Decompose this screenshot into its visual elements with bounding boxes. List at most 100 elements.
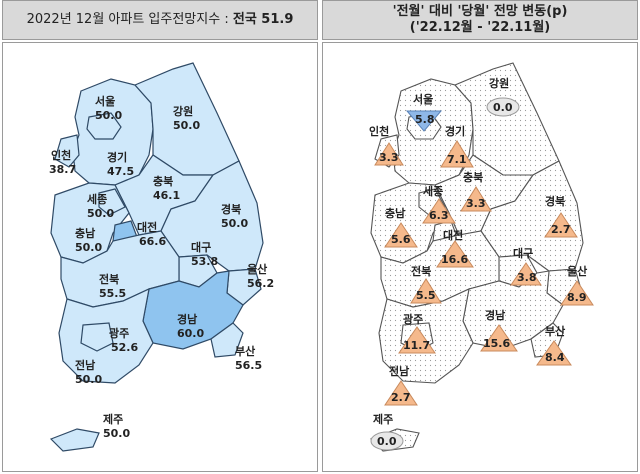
region-incheon — [54, 134, 80, 168]
label-busan: 부산 — [235, 344, 255, 358]
label-gwangju: 광주 — [109, 327, 129, 340]
value-jeju: 50.0 — [103, 427, 130, 440]
marker-seoul — [405, 110, 443, 132]
r-value-busan: 8.4 — [545, 351, 565, 364]
marker-gangwon — [486, 97, 520, 117]
r-label-gyeongnam: 경남 — [485, 308, 505, 322]
r-label-gyeonggi: 경기 — [445, 124, 465, 138]
value-gyeongnam: 60.0 — [177, 327, 204, 340]
r-label-daejeon: 대전 — [443, 228, 463, 242]
r-value-daejeon: 16.6 — [441, 253, 468, 266]
label-chungnam: 충남 — [75, 226, 95, 240]
value-daegu: 53.8 — [191, 255, 218, 268]
r-label-seoul: 서울 — [413, 92, 433, 106]
header-left: 2022년 12월 아파트 입주전망지수 : 전국 51.9 — [2, 0, 318, 40]
label-ulsan: 울산 — [247, 262, 267, 276]
value-gangwon: 50.0 — [173, 119, 200, 132]
r-value-gyeongnam: 15.6 — [483, 337, 510, 350]
marker-ulsan — [560, 280, 594, 306]
value-ulsan: 56.2 — [247, 277, 274, 290]
r-value-chungnam: 5.6 — [391, 233, 411, 246]
region-gyeongbuk — [160, 160, 264, 272]
value-seoul: 50.0 — [95, 109, 122, 122]
value-chungnam: 50.0 — [75, 241, 102, 254]
marker-chungnam — [384, 222, 418, 248]
label-chungbuk: 충북 — [153, 174, 173, 188]
r-label-chungbuk: 충북 — [463, 170, 483, 184]
region-seoul — [86, 112, 122, 140]
header-right-line1: '전월' 대비 '당월' 전망 변동(p) — [392, 4, 568, 19]
r-label-gangwon: 강원 — [489, 76, 509, 90]
label-daegu: 대구 — [191, 240, 211, 254]
r-label-gwangju: 광주 — [403, 313, 423, 326]
r-value-daegu: 3.8 — [517, 271, 537, 284]
r-value-gangwon: 0.0 — [493, 101, 513, 114]
r-value-gwangju: 11.7 — [403, 339, 430, 352]
value-gyeonggi: 47.5 — [107, 165, 134, 178]
value-busan: 56.5 — [235, 359, 262, 372]
marker-busan — [536, 340, 572, 366]
header-right-line2: ('22.12월 - '22.11월) — [409, 20, 551, 35]
r-value-gyeongbuk: 2.7 — [551, 223, 571, 236]
region-sejong — [98, 188, 126, 216]
r-label-jeonnam: 전남 — [389, 364, 409, 378]
r-region-gyeongbuk — [480, 160, 584, 272]
left-labels: 서울 50.0 인천 38.7 경기 47.5 강원 50.0 세종 50.0 … — [49, 94, 274, 440]
label-jeonbuk: 전북 — [99, 272, 119, 286]
marker-chungbuk — [460, 186, 492, 212]
r-value-sejong: 6.3 — [429, 209, 449, 222]
header-left-prefix: 2022년 12월 아파트 입주전망지수 : — [26, 12, 229, 27]
label-daejeon: 대전 — [137, 220, 157, 234]
label-jeju: 제주 — [103, 412, 123, 426]
r-value-chungbuk: 3.3 — [466, 197, 486, 210]
marker-jeonbuk — [410, 278, 442, 304]
r-value-jeonnam: 2.7 — [391, 391, 411, 404]
marker-daejeon — [436, 240, 474, 268]
marker-daegu — [510, 262, 542, 286]
label-sejong: 세종 — [87, 192, 107, 206]
value-gwangju: 52.6 — [111, 341, 138, 354]
label-gangwon: 강원 — [173, 104, 193, 118]
region-gwangju — [80, 322, 114, 352]
value-jeonbuk: 55.5 — [99, 287, 126, 300]
r-label-chungnam: 충남 — [385, 206, 405, 220]
label-incheon: 인천 — [51, 148, 71, 162]
marker-incheon — [374, 142, 404, 166]
value-incheon: 38.7 — [49, 163, 76, 176]
region-jeju — [49, 428, 100, 452]
header-left-national: 전국 51.9 — [232, 12, 294, 27]
value-chungbuk: 46.1 — [153, 189, 180, 202]
marker-jeonnam — [384, 380, 418, 406]
value-jeonnam: 50.0 — [75, 373, 102, 386]
label-gyeongnam: 경남 — [177, 312, 197, 326]
label-jeonnam: 전남 — [75, 358, 95, 372]
marker-gyeongnam — [480, 324, 518, 352]
r-value-gyeonggi: 7.1 — [447, 153, 467, 166]
value-gyeongbuk: 50.0 — [221, 217, 248, 230]
map-panel-change: 강원 0.0 서울 5.8 인천 3.3 경기 7.1 충북 3.3 세종 6.… — [322, 42, 638, 472]
r-value-ulsan: 8.9 — [567, 291, 587, 304]
r-value-jeju: 0.0 — [377, 435, 397, 448]
r-label-jeju: 제주 — [373, 412, 393, 426]
r-label-incheon: 인천 — [369, 124, 389, 138]
marker-jeju — [370, 431, 404, 451]
r-label-busan: 부산 — [545, 324, 565, 338]
label-gyeonggi: 경기 — [107, 150, 127, 164]
map-change-svg: 강원 0.0 서울 5.8 인천 3.3 경기 7.1 충북 3.3 세종 6.… — [369, 62, 594, 452]
marker-gyeonggi — [440, 140, 474, 168]
trend-markers — [370, 97, 594, 451]
region-busan — [210, 322, 244, 358]
marker-gwangju — [398, 326, 436, 354]
r-value-seoul: 5.8 — [415, 113, 435, 126]
map-panel-index: 서울 50.0 인천 38.7 경기 47.5 강원 50.0 세종 50.0 … — [2, 42, 318, 472]
value-sejong: 50.0 — [87, 207, 114, 220]
r-value-jeonbuk: 5.5 — [416, 289, 436, 302]
marker-sejong — [422, 198, 456, 224]
r-label-sejong: 세종 — [423, 184, 443, 198]
r-value-incheon: 3.3 — [379, 151, 399, 164]
map-index-svg: 서울 50.0 인천 38.7 경기 47.5 강원 50.0 세종 50.0 … — [49, 62, 274, 452]
r-label-gyeongbuk: 경북 — [545, 194, 565, 208]
marker-gyeongbuk — [544, 212, 578, 238]
r-label-ulsan: 울산 — [567, 264, 587, 278]
